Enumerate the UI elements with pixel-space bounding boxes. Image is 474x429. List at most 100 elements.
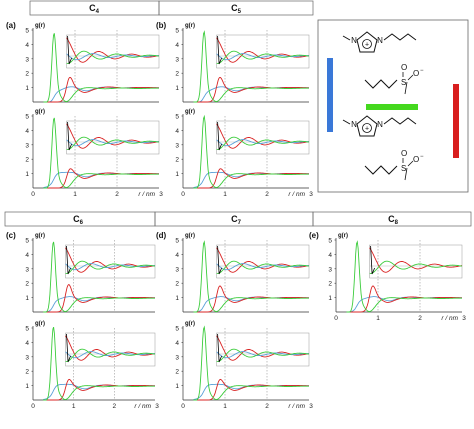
y-tick-label: 2 [328,281,332,288]
y-tick-label: 2 [25,369,29,376]
series-line-green [193,30,309,103]
panel-d-top: 1 2 3 4 5 g(r) (d) [156,231,310,313]
y-tick-label: 4 [175,252,179,259]
series-line-green [346,240,462,313]
alkyl-chain [364,165,398,175]
series-line-red [43,168,159,189]
y-tick-label: 3 [25,354,29,361]
y-tick-label: 4 [25,340,29,347]
series-line-green [43,117,159,189]
oxygen-label: O [401,149,407,158]
sulfonate-anion-top: SOO − [364,63,424,95]
y-axis-label: g(r) [185,321,195,327]
legend-bar-red [453,84,459,158]
series-line-green [43,33,159,103]
double-bond [404,167,408,181]
inset-frame [216,332,310,367]
y-tick-label: 5 [175,238,179,245]
inset-frame [65,244,156,279]
legend-box [317,19,469,193]
panel-tag: (e) [309,231,319,240]
y-axis-label: g(r) [35,109,45,115]
inset-line-black [66,245,71,275]
inset-line-blue [66,139,159,147]
panel-a-top: 1 2 3 4 5 g(r) (a) [6,21,160,103]
y-tick-label: 1 [25,383,29,390]
header-c6: C6 [73,214,84,226]
x-axis-label: r / nm [288,191,305,198]
x-tick-label: 2 [265,403,269,410]
x-axis-label: r / nm [441,315,458,322]
oxygen-label: O [413,155,419,164]
x-axis-label: r / nm [138,191,155,198]
negative-charge: − [420,68,424,74]
charge-plus: + [365,126,369,133]
y-tick-label: 3 [175,56,179,63]
imidazolium-cation-bottom: + N N [342,115,417,137]
series-line-red [43,378,155,401]
y-tick-label: 4 [25,252,29,259]
sulfur-label: S [401,164,406,173]
y-tick-label: 2 [25,71,29,78]
x-tick-label: 1 [376,315,380,322]
series-line-green [193,240,309,313]
y-tick-label: 4 [25,128,29,135]
nitrogen-label: N [377,120,383,129]
inset-line-blue [216,139,309,147]
inset-line-blue [65,263,155,271]
header-c8: C8 [388,214,399,226]
single-bond [407,160,414,167]
y-tick-label: 5 [25,114,29,121]
inset-line-green [66,136,160,150]
x-tick-label: 1 [73,191,77,198]
y-tick-label: 2 [175,281,179,288]
inset-line-blue [65,351,155,359]
inset-line-green [369,260,463,274]
inset-line-black [217,35,222,65]
negative-charge: − [420,154,424,160]
panel-b-bottom: 1 2 3 4 5 g(r) 0 1 2 r / nm 3 [175,109,313,198]
x-tick-label: 3 [159,191,163,198]
inset-line-green [65,348,156,362]
butyl-chain [383,33,417,41]
nitrogen-label: N [377,36,383,45]
inset-line-blue [216,263,309,271]
y-axis-label: g(r) [185,109,195,115]
inset-frame [66,34,160,69]
inset-frame [369,244,463,279]
x-tick-label: 2 [418,315,422,322]
y-tick-label: 4 [25,42,29,49]
header-cell-c8 [312,211,472,227]
y-tick-label: 4 [175,128,179,135]
inset-frame [65,332,156,367]
series-line-green [43,326,155,401]
x-tick-label: 3 [309,191,313,198]
y-tick-label: 1 [175,295,179,302]
charge-circle [362,123,372,133]
x-tick-label: 0 [181,191,185,198]
panel-tag: (c) [6,231,16,240]
y-tick-label: 2 [25,281,29,288]
sulfur-label: S [401,78,406,87]
inset-line-black [217,121,222,151]
x-tick-label: 2 [113,403,117,410]
header-c5: C5 [231,3,242,15]
y-axis-label: g(r) [185,233,195,239]
imidazolium-cation-top: + N N [342,31,417,53]
nitrogen-label: N [351,36,357,45]
inset-line-black [66,333,71,363]
x-tick-label: 3 [462,315,466,322]
inset-line-blue [216,351,309,359]
butyl-chain [383,117,417,125]
y-tick-label: 5 [175,28,179,35]
x-tick-label: 3 [309,403,313,410]
panel-tag: (d) [156,231,167,240]
y-axis-label: g(r) [35,233,45,239]
y-tick-label: 2 [175,71,179,78]
x-tick-label: 0 [334,315,338,322]
inset-line-black [370,245,375,275]
oxygen-label: O [413,69,419,78]
inset-line-black [67,35,72,65]
x-tick-label: 0 [181,403,185,410]
